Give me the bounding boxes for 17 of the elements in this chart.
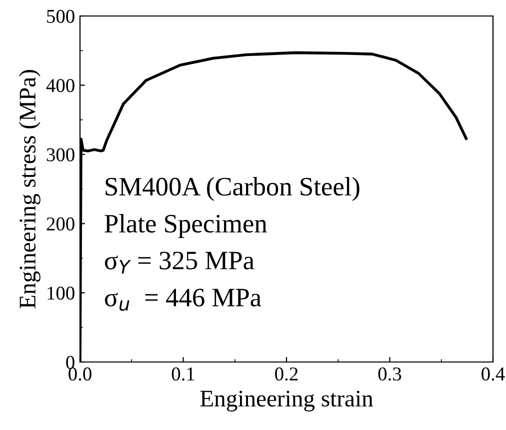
x-tick-label: 0.1: [172, 367, 194, 381]
y-tick-label: 200: [46, 217, 74, 231]
annotation: Plate Specimen: [104, 214, 267, 238]
x-axis-title: Engineering strain: [200, 390, 374, 412]
annotation: σ$_{u}$ = 446 MPa: [104, 288, 262, 311]
y-tick-label: 0: [66, 356, 74, 369]
y-axis-title: Engineering stress (MPa): [18, 70, 40, 308]
x-tick-label: 0.4: [482, 367, 505, 381]
annotation: σ$_{Y}$ = 325 MPa: [104, 252, 254, 274]
y-tick-label: 400: [46, 79, 74, 92]
x-tick-label: 0.2: [275, 367, 298, 381]
y-tick-label: 500: [47, 10, 74, 23]
annotation: SM400A (Carbon Steel): [106, 177, 360, 201]
y-tick-label: 100: [48, 286, 74, 300]
x-tick-label: 0.3: [378, 367, 402, 381]
x-tick-label: 0.0: [68, 367, 92, 381]
y-tick-label: 300: [46, 148, 74, 162]
